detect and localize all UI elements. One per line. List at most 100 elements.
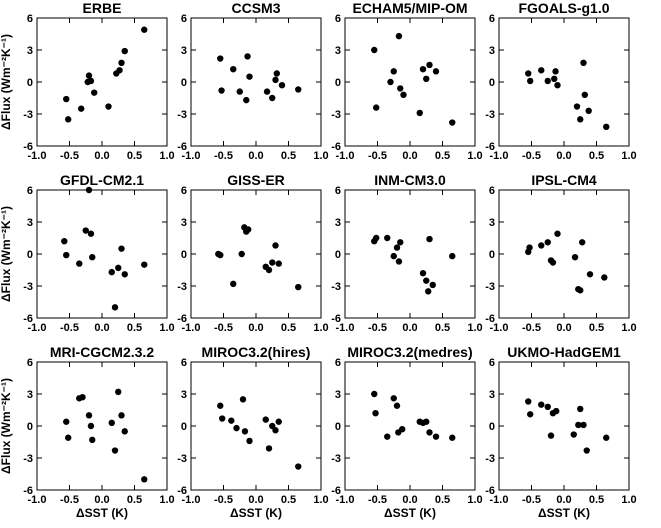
y-tick-label: 6 (489, 13, 495, 25)
x-tick-label: -0.5 (368, 494, 387, 506)
plot-frame (498, 361, 630, 491)
x-tick-label: 0.5 (435, 494, 450, 506)
y-axis-label: ΔFlux (Wm⁻²K⁻¹) (0, 378, 13, 474)
data-point (230, 66, 237, 73)
panel-title: UKMO-HadGEM1 (507, 344, 621, 360)
data-point (429, 281, 436, 289)
data-point (218, 87, 225, 94)
x-tick-label: 0.0 (402, 150, 417, 162)
panel-ukmo-hadgem1: UKMO-HadGEM1 -1.0 -0.5 0.0 0.5 1.0 -6 -3 0 3 6 ΔSST… (485, 344, 636, 520)
y-tick-label: 3 (489, 45, 495, 57)
y-tick-label: 0 (27, 249, 33, 261)
x-tick-label: 0.0 (556, 322, 571, 334)
x-tick-label: -1.0 (490, 150, 509, 162)
data-point (527, 411, 534, 418)
x-tick-label: 1.0 (313, 494, 328, 506)
x-axis-label: ΔSST (K) (538, 506, 590, 520)
panel-title: ERBE (83, 0, 122, 16)
data-point (63, 251, 70, 259)
y-tick-label: 3 (335, 389, 341, 401)
data-point (390, 252, 397, 260)
x-tick-label: 0.5 (281, 150, 296, 162)
data-point (400, 91, 407, 99)
y-tick-label: 6 (181, 357, 187, 369)
x-tick-label: 0.0 (556, 150, 571, 162)
y-tick-label: 6 (335, 185, 341, 197)
data-point (525, 398, 532, 405)
data-point (89, 436, 96, 444)
panel-miroc3-2-medres: MIROC3.2(medres) -1.0 -0.5 0.0 0.5 1.0 -6 -3 0 3 6… (331, 344, 482, 520)
panel-title: GFDL-CM2.1 (60, 172, 144, 188)
data-point (121, 47, 128, 55)
x-tick-label: 1.0 (621, 150, 636, 162)
y-tick-label: 6 (335, 13, 341, 25)
x-tick-label: 1.0 (159, 150, 174, 162)
y-tick-label: 0 (181, 249, 187, 261)
data-point (570, 431, 577, 438)
data-point (275, 260, 282, 267)
data-point (76, 260, 83, 267)
data-point (554, 230, 561, 237)
data-point (65, 434, 72, 441)
data-point (373, 104, 380, 111)
panel-mri-cgcm2-3-2: MRI-CGCM2.3.2 -1.0 -0.5 0.0 0.5 1.0 -6 -3 0 3 6 ΔFl… (0, 344, 175, 520)
y-tick-label: -3 (177, 109, 187, 121)
data-point (273, 70, 280, 77)
y-tick-label: 0 (335, 421, 341, 433)
data-point (373, 234, 380, 242)
data-point (551, 75, 558, 83)
data-point (89, 254, 96, 261)
data-point (141, 261, 148, 268)
y-tick-label: 6 (27, 185, 33, 197)
data-point (246, 437, 253, 445)
x-tick-label: -0.5 (214, 494, 233, 506)
panel-title: FGOALS-g1.0 (518, 0, 609, 16)
data-point (387, 78, 394, 86)
data-point (577, 405, 584, 413)
data-point (111, 447, 119, 454)
data-point (581, 91, 588, 99)
data-point (449, 119, 456, 126)
data-point (121, 428, 128, 435)
data-point (108, 268, 115, 276)
data-point (397, 239, 404, 246)
data-point (295, 283, 302, 291)
data-point (538, 67, 545, 74)
y-tick-label: -3 (485, 109, 495, 121)
data-point (583, 447, 590, 454)
x-tick-label: 1.0 (159, 494, 174, 506)
data-point (82, 227, 89, 234)
data-point (384, 433, 391, 440)
y-tick-label: 0 (27, 421, 33, 433)
x-tick-label: -1.0 (28, 150, 47, 162)
data-point (372, 410, 379, 417)
data-point (419, 270, 427, 277)
panel-ipsl-cm4: IPSL-CM4 -1.0 -0.5 0.0 0.5 1.0 -6 -3 0 3 6 (485, 172, 636, 334)
data-point (393, 244, 401, 251)
y-tick-label: 0 (489, 421, 495, 433)
x-tick-label: -1.0 (182, 322, 201, 334)
data-point (538, 242, 545, 249)
data-point (239, 396, 247, 403)
data-point (585, 107, 592, 115)
y-tick-label: 6 (27, 357, 33, 369)
x-tick-label: 1.0 (621, 322, 636, 334)
data-point (577, 287, 584, 294)
panel-title: IPSL-CM4 (531, 172, 597, 188)
panel-fgoals-g1-0: FGOALS-g1.0 -1.0 -0.5 0.0 0.5 1.0 -6 -3 0 3 6 (485, 0, 636, 162)
y-tick-label: 3 (181, 217, 187, 229)
y-tick-label: 3 (489, 217, 495, 229)
plot-frame (498, 189, 630, 319)
x-tick-label: -1.0 (336, 322, 355, 334)
data-point (432, 68, 440, 75)
x-tick-label: 0.5 (281, 494, 296, 506)
x-tick-label: -0.5 (368, 322, 387, 334)
data-point (87, 77, 95, 85)
data-point (118, 245, 125, 252)
y-axis-label: ΔFlux (Wm⁻²K⁻¹) (0, 206, 13, 302)
data-point (538, 401, 545, 408)
panel-inm-cm3-0: INM-CM3.0 -1.0 -0.5 0.0 0.5 1.0 -6 -3 0 3 6 (331, 172, 482, 334)
y-tick-label: 0 (27, 77, 33, 89)
plot-frame (190, 361, 322, 491)
x-tick-label: 0.0 (402, 322, 417, 334)
